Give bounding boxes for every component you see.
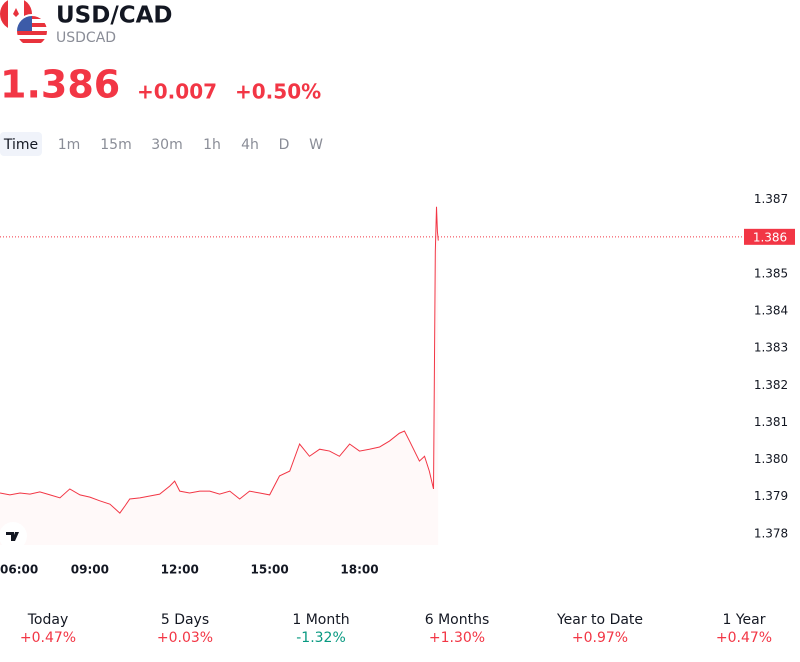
y-tick-label: 1.387 <box>754 192 788 206</box>
y-tick-label: 1.385 <box>754 266 788 280</box>
price-line <box>0 206 439 514</box>
timeframe-tab[interactable]: 15m <box>100 137 131 153</box>
period-change: +0.47% <box>20 630 76 646</box>
period-label: 6 Months <box>425 612 490 628</box>
period-label: 1 Month <box>292 612 349 628</box>
timeframe-tab[interactable]: Time <box>3 137 38 153</box>
period-change: +0.47% <box>716 630 772 646</box>
tradingview-logo <box>0 522 27 550</box>
tab-selected-bg <box>0 132 42 156</box>
timeframe-tab[interactable]: 4h <box>241 137 259 153</box>
last-price-label: 1.386 <box>753 230 787 244</box>
y-tick-label: 1.384 <box>754 304 788 318</box>
y-tick-label: 1.379 <box>754 489 788 503</box>
x-tick-label: 18:00 <box>340 563 378 577</box>
y-tick-label: 1.381 <box>754 415 788 429</box>
timeframe-tab[interactable]: 30m <box>151 137 182 153</box>
last-price-box <box>744 228 795 245</box>
y-tick-label: 1.380 <box>754 452 788 466</box>
timeframe-tab[interactable]: D <box>279 137 290 153</box>
period-label: 1 Year <box>723 612 766 628</box>
timeframe-tab[interactable]: 1h <box>203 137 221 153</box>
flag-ring <box>15 14 49 48</box>
y-tick-label: 1.382 <box>754 378 788 392</box>
period-label: Today <box>27 612 69 628</box>
period-label: 5 Days <box>161 612 209 628</box>
x-tick-label: 12:00 <box>161 563 199 577</box>
period-change: +0.97% <box>572 630 628 646</box>
price-change: +0.007 <box>137 80 217 104</box>
period-change: +0.03% <box>157 630 213 646</box>
symbol-title: USD/CAD <box>56 3 173 29</box>
x-tick-label: 06:00 <box>0 563 38 577</box>
timeframe-tab[interactable]: 1m <box>58 137 81 153</box>
y-tick-label: 1.383 <box>754 341 788 355</box>
price: 1.386 <box>0 63 120 107</box>
timeframe-tab[interactable]: W <box>309 137 323 153</box>
price-change-percent: +0.50% <box>235 80 321 104</box>
period-change: -1.32% <box>296 630 346 646</box>
symbol-subtitle: USDCAD <box>56 30 116 46</box>
period-change: +1.30% <box>429 630 485 646</box>
period-label: Year to Date <box>556 612 643 628</box>
x-tick-label: 15:00 <box>251 563 289 577</box>
y-tick-label: 1.378 <box>754 526 788 540</box>
x-tick-label: 09:00 <box>71 563 109 577</box>
